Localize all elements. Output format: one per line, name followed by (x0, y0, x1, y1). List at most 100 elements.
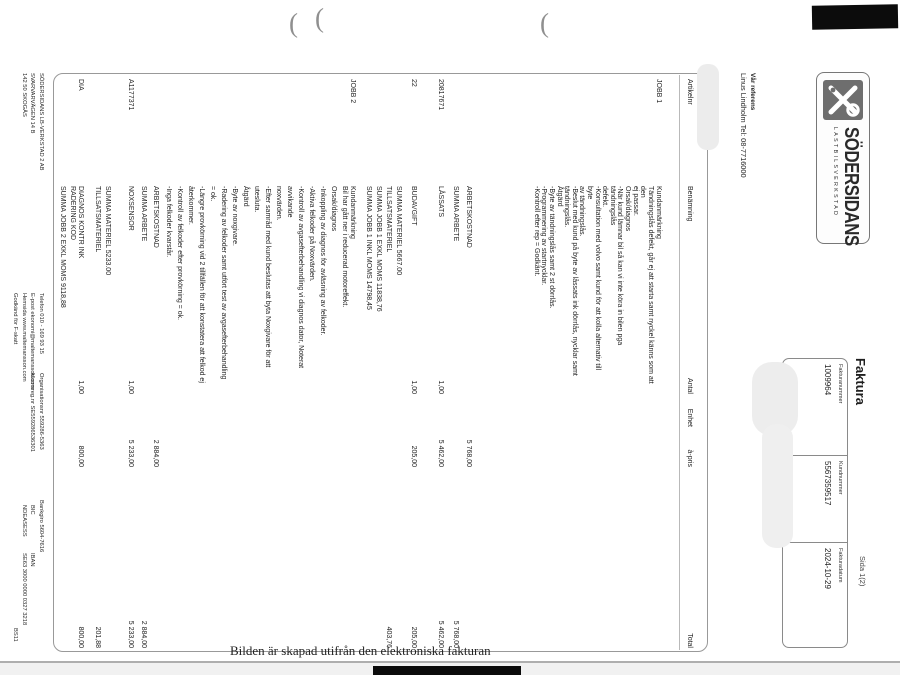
footer-text: SÖDERSIDANS LB-VERKSTAD 2 AB (38, 73, 44, 171)
table-row: SUMMA ARBETE 5 768,00 (450, 74, 459, 651)
table-row: -Efter samråd med kund beslutas att byta… (262, 74, 271, 651)
cell-benamning: defekt. (601, 186, 608, 208)
table-row: ARBETSKOSTNAD 5 768,00 (463, 74, 472, 651)
cell-benamning: -Konsultation med volvo samt kund för at… (594, 186, 601, 371)
table-row: Orsak/diagnos (622, 74, 631, 651)
footer-text: Telefon 010 - 169 93 15 (38, 293, 44, 354)
table-row: Åtgärd (240, 74, 249, 651)
cell-benamning: avvikande (286, 186, 293, 218)
cell-artikelnr: JOBB 2 (349, 79, 356, 104)
cell-artikelnr: JOBB 1 (655, 79, 662, 104)
footer-text: Momsreg.nr SE559286536301 (29, 373, 36, 452)
meta-label: Fakturadatum (837, 548, 843, 583)
cell-benamning: -Byte av noxgivare. (231, 186, 238, 246)
cell-benamning: SUMMA JOBB 1 EXKL MOMS 11838,76 (375, 186, 382, 312)
cell-benamning: -Längre provkörning vid 2 tillfällen för… (198, 186, 205, 383)
table-row: Tändningslås defekt, går ej att starta s… (645, 74, 654, 651)
cell-benamning: tändningslås. (563, 186, 570, 228)
table-row: = ok. (207, 74, 216, 651)
table-row: ej passar. (630, 74, 639, 651)
table-row: utesluta. (251, 74, 260, 651)
company-logo: SÖDERSIDANS LASTBILSVERKSTAD (816, 72, 870, 246)
logo-subtitle: LASTBILSVERKSTAD (832, 127, 838, 218)
cell-benamning: återkommer. (187, 186, 194, 225)
items-table: Artikelnr Benämning Antal Enhet à-pris T… (53, 73, 708, 652)
col-header-antal: Antal (686, 378, 693, 394)
cell-benamning: SUMMA JOBB 2 EXKL MOMS 9118,88 (59, 186, 66, 308)
meta-label: Kundnummer (837, 461, 843, 495)
table-row: JOBB 2 Kundanmärkning (347, 74, 356, 651)
table-row: -Kontroll efter rep = Godkänt. (531, 74, 540, 651)
cell-benamning: -Inkoppling av diagnos för avläsning av … (319, 186, 326, 336)
cell-total: 2 884,00 (140, 620, 147, 648)
bottom-divider-line (0, 661, 900, 663)
cell-benamning: SUMMA ARBETE (452, 186, 459, 242)
cell-benamning: -När kund lämnar bil så kan vi inte köra… (616, 186, 623, 346)
table-row: -Byte av tändningslås samt 2 st dörrlås. (546, 74, 555, 651)
footer-text: SVARVARVÄGEN 14 B (29, 73, 36, 134)
footer-text: Organisationsnr 559286-5363 (38, 373, 44, 450)
correction-smudge (752, 362, 798, 436)
table-row: JOBB 1 Kundanmärkning (653, 74, 662, 651)
table-row: -Kontroll av felkoder efter provkörning … (174, 74, 183, 651)
table-row: SUMMA MATERIEL 5233.00 (102, 74, 111, 651)
cell-benamning: tändningslås (609, 186, 616, 226)
cell-apris: 5 462,00 (437, 439, 444, 467)
footer-text: IBAN (29, 553, 36, 567)
table-row: -Inga felkoder kvarstår. (163, 74, 172, 651)
table-row: 22 BUDAVGIFT 1,00 205,00 205,00 (408, 74, 417, 651)
cell-benamning: -Aktiva felkoder på Noxvärden. (308, 186, 315, 282)
cell-benamning: = ok. (209, 186, 216, 202)
cell-benamning: BUDAVGIFT (410, 186, 417, 226)
cell-benamning: -Programmering av startnycklar. (540, 186, 547, 286)
cell-total: 5 233,00 (127, 620, 134, 648)
table-row: Bil har gått ner i reducerad motoreffekt… (339, 74, 348, 651)
cell-benamning: Åtgärd (556, 186, 563, 207)
col-header-benamning: Benämning (686, 186, 693, 222)
logo-name: SÖDERSIDANS (840, 127, 863, 246)
cell-apris: 5 233,00 (127, 439, 134, 467)
col-header-enhet: Enhet (686, 408, 693, 427)
cell-benamning: -Beslut med kund på byte av låssats ink … (571, 186, 578, 376)
cell-antal: 1,00 (410, 380, 417, 394)
cell-benamning: -Efter samråd med kund beslutas att byta… (264, 186, 271, 368)
cell-apris: 5 768,00 (465, 439, 472, 467)
table-row: DIA DIAGNOS KONTR INK 1,00 800,00 800,00 (75, 74, 84, 651)
table-row: ARBETSKOSTNAD 2 884,00 (150, 74, 159, 651)
cell-benamning: utesluta. (253, 186, 260, 213)
footer-text: Godkänd för F-skatt (12, 293, 19, 345)
cell-benamning: TILLSATSMATERIEL (94, 186, 101, 253)
footer-text: Hemsida www.maltemansson.com (20, 293, 27, 382)
table-row: -Radering av felkoder samt utfört test a… (218, 74, 227, 651)
meta-value: 2024-10-29 (823, 548, 832, 589)
table-row: Orsak/diagnos (328, 74, 337, 651)
meta-value: 5567359517 (823, 461, 832, 506)
table-row: -Aktiva felkoder på Noxvärden. (306, 74, 315, 651)
table-row: -Konsultation med volvo samt kund för at… (592, 74, 601, 651)
cell-benamning: DIAGNOS KONTR INK (77, 186, 84, 259)
cell-apris: 2 884,00 (152, 439, 159, 467)
correction-smudge (697, 64, 719, 150)
table-row: SUMMA ARBETE 2 884,00 (138, 74, 147, 651)
footer-text: BIC (29, 505, 36, 515)
cell-benamning: ej passar. (632, 186, 639, 216)
cell-total: 800,00 (77, 626, 84, 648)
cell-benamning: -Kontroll av avgasefterbehandling vi dia… (297, 186, 304, 369)
cell-antal: 1,00 (77, 380, 84, 394)
cell-benamning: LÅSSATS (437, 186, 444, 217)
meta-cell-fakturadatum: Fakturadatum 2024-10-29 (783, 542, 847, 647)
cell-benamning: SUMMA ARBETE (140, 186, 147, 242)
footer-text: 142 50 SKOGÅS (20, 73, 27, 117)
cell-benamning: -Inga felkoder kvarstår. (165, 186, 172, 258)
table-row: -Längre provkörning vid 2 tillfällen för… (196, 74, 205, 651)
cell-benamning: TILLSATSMATERIEL (385, 186, 392, 253)
cell-benamning: byte (586, 186, 593, 200)
pen-mark: ( (315, 3, 324, 33)
cell-benamning: NOXSENSOR (127, 186, 134, 231)
footer-text: SE63 3000 0000 0327 3218 (20, 553, 27, 626)
table-row: TILLSATSMATERIEL 403,76 (383, 74, 392, 651)
cell-benamning: Kundanmärkning (349, 186, 356, 239)
black-redaction-bar-bottom (373, 666, 521, 675)
